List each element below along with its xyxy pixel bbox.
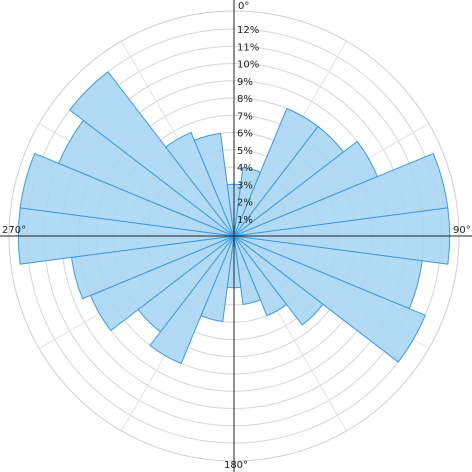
radial-tick-label-9: 9% xyxy=(237,77,253,88)
radial-tick-labels: 1% 2% 3% 4% 5% 6% 7% 8% 9% 10% 11% 12% xyxy=(237,25,259,226)
petal-345 xyxy=(193,132,235,237)
petal-315 xyxy=(69,71,235,237)
rose-petals xyxy=(17,71,451,365)
radial-tick-label-12: 12% xyxy=(237,25,259,36)
petal-150 xyxy=(233,235,288,317)
petal-210 xyxy=(149,235,235,365)
petal-120 xyxy=(233,235,426,363)
petal-135 xyxy=(233,235,324,326)
radial-tick-label-3: 3% xyxy=(237,180,253,191)
radial-tick-label-10: 10% xyxy=(237,60,259,71)
direction-label-90: 90° xyxy=(453,225,471,236)
radial-tick-label-1: 1% xyxy=(237,215,253,226)
petal-285 xyxy=(19,152,235,237)
radial-tick-label-4: 4% xyxy=(237,163,253,174)
petal-165 xyxy=(233,235,262,305)
radial-tick-label-8: 8% xyxy=(237,94,253,105)
radial-tick-label-11: 11% xyxy=(237,42,259,53)
direction-label-0: 0° xyxy=(238,1,249,12)
radial-tick-label-7: 7% xyxy=(237,111,253,122)
radial-tick-label-6: 6% xyxy=(237,129,253,140)
radial-tick-label-5: 5% xyxy=(237,146,253,157)
direction-label-180: 180° xyxy=(224,460,248,471)
radial-tick-label-2: 2% xyxy=(237,198,253,209)
direction-label-270: 270° xyxy=(2,225,26,236)
petal-330 xyxy=(165,131,235,237)
